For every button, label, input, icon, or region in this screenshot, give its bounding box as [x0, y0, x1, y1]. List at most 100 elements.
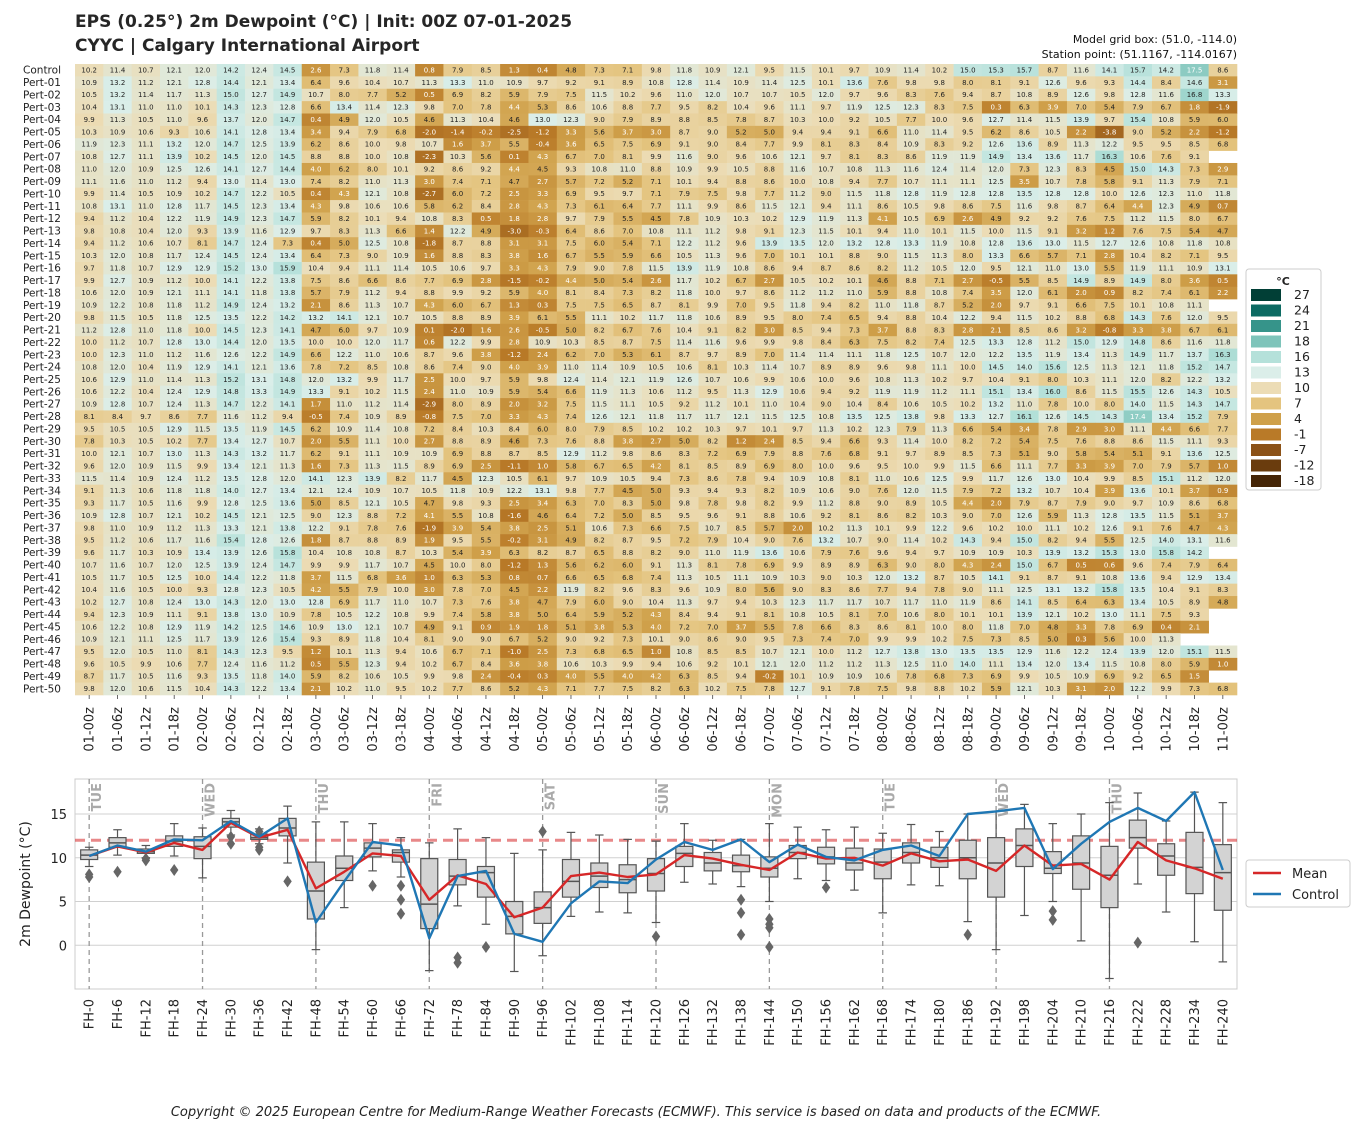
heatmap-cell-label: 10.6 [648, 388, 664, 396]
heatmap-cell-label: 13.0 [1045, 240, 1061, 248]
heatmap-cell [670, 261, 699, 275]
heatmap-cell-label: 13.5 [960, 648, 976, 656]
heatmap-cell [103, 224, 132, 238]
heatmap-row-label: Pert-02 [23, 89, 61, 101]
heatmap-cell-label: 9.1 [1047, 302, 1058, 310]
heatmap-cell-label: 12.8 [988, 190, 1004, 198]
heatmap-cell-label: 1.6 [480, 326, 492, 334]
heatmap-cell-label: 11.9 [903, 388, 919, 396]
heatmap-cell [613, 187, 643, 201]
heatmap-cell [556, 138, 586, 151]
heatmap-cell-label: 0.8 [424, 66, 435, 74]
heatmap-cell-label: 8.7 [1047, 66, 1058, 74]
heatmap-cell-label: 1.6 [537, 252, 549, 260]
heatmap-cell-label: 10.9 [903, 141, 919, 149]
heatmap-cell-label: 5.0 [310, 500, 321, 508]
heatmap-cell-label: 11.7 [110, 673, 126, 681]
heatmap-row-label: Pert-01 [23, 77, 61, 89]
heatmap-cell [500, 175, 529, 189]
box [1185, 831, 1204, 895]
heatmap-col-label: 09-00z [990, 707, 1005, 752]
heatmap-cell-label: 3.8 [622, 438, 633, 446]
heatmap-cell [556, 200, 586, 213]
boxplot-xtick-label: FH-240 [1216, 999, 1231, 1046]
heatmap-cell-label: 12.4 [251, 561, 267, 569]
heatmap-cell [981, 187, 1011, 201]
heatmap-cell-label: 10.8 [733, 264, 749, 272]
heatmap-cell-label: 12.5 [195, 561, 211, 569]
heatmap-cell-label: 7.8 [934, 586, 945, 594]
heatmap-cell-label: 9.6 [622, 586, 634, 594]
heatmap-cell-label: 3.3 [1076, 623, 1087, 631]
heatmap-cell-label: 12.3 [251, 203, 267, 211]
heatmap-cell-label: 11.6 [1215, 537, 1231, 545]
heatmap-cell-label: 9.4 [820, 388, 832, 396]
boxplot-ytick-label: 5 [59, 896, 67, 911]
heatmap-cell-label: 11.7 [110, 549, 126, 557]
heatmap-cell-label: 11.3 [875, 165, 891, 173]
heatmap-cell [641, 187, 671, 201]
heatmap-cell-label: 9.4 [395, 660, 407, 668]
heatmap-cell-label: 15.4 [1130, 116, 1146, 124]
heatmap-cell-label: 8.9 [622, 79, 633, 87]
heatmap-cell-label: 3.0 [650, 128, 661, 136]
heatmap-cell-label: -1.5 [507, 277, 521, 285]
heatmap-cell [1010, 64, 1039, 77]
heatmap-cell [698, 187, 728, 201]
heatmap-cell-label: 8.7 [622, 339, 633, 347]
heatmap-cell-label: 10.0 [790, 178, 806, 186]
heatmap-cell-label: 16.3 [1102, 153, 1118, 161]
heatmap-cell-label: 6.8 [1217, 141, 1228, 149]
heatmap-cell-label: 11.7 [166, 537, 182, 545]
heatmap-cell-label: 9.8 [84, 685, 95, 693]
heatmap-cell-label: 9.8 [735, 190, 746, 198]
heatmap-cell-label: 5.2 [622, 611, 633, 619]
heatmap-cell-label: 9.6 [735, 252, 747, 260]
heatmap-cell-label: 11.3 [705, 252, 721, 260]
heatmap-cell-label: 10.1 [336, 648, 352, 656]
heatmap-cell-label: 10.4 [988, 376, 1004, 384]
heatmap-cell-label: 8.2 [906, 339, 917, 347]
heatmap-cell [1010, 125, 1039, 139]
heatmap-row-label: Pert-13 [23, 226, 61, 238]
heatmap-cell-label: 6.7 [1161, 104, 1172, 112]
heatmap-cell-label: 11.3 [677, 574, 693, 582]
heatmap-cell-label: 9.6 [962, 116, 974, 124]
grid-box-label: Model grid box: (51.0, -114.0) [1072, 33, 1237, 46]
heatmap-cell-label: 13.4 [1017, 388, 1033, 396]
heatmap-cell [726, 175, 756, 189]
heatmap-cell-label: 11.4 [251, 178, 267, 186]
heatmap-cell-label: 10.6 [790, 549, 806, 557]
heatmap-cell-label: 12.3 [336, 512, 352, 520]
heatmap-cell-label: 11.4 [790, 351, 806, 359]
heatmap-cell [1010, 200, 1039, 213]
heatmap-cell-label: 14.0 [960, 660, 976, 668]
heatmap-cell-label: 12.0 [988, 165, 1004, 173]
heatmap-row-label: Pert-45 [23, 621, 61, 633]
heatmap-cell [443, 261, 473, 275]
heatmap-cell-label: 4.8 [1217, 599, 1228, 607]
heatmap-cell [415, 125, 444, 139]
heatmap-cell-label: 10.9 [81, 512, 97, 520]
boxplot-xtick-label: FH-132 [706, 999, 721, 1046]
heatmap-cell-label: 4.4 [962, 500, 974, 508]
heatmap-cell-label: 4.6 [509, 438, 521, 446]
heatmap-cell-label: 7.6 [650, 326, 662, 334]
heatmap-cell-label: 10.5 [138, 648, 154, 656]
heatmap-cell [868, 113, 898, 127]
heatmap-cell-label: 3.1 [537, 240, 548, 248]
heatmap-cell-label: 8.6 [650, 450, 662, 458]
heatmap-cell-label: 11.9 [195, 623, 211, 631]
heatmap-cell-label: 8.5 [537, 450, 548, 458]
heatmap-cell [783, 113, 813, 127]
heatmap-cell [726, 261, 756, 275]
heatmap-cell [415, 237, 444, 250]
heatmap-cell-label: 8.8 [310, 153, 321, 161]
heatmap-cell-label: 11.7 [705, 413, 721, 421]
heatmap-cell-label: 10.8 [336, 549, 352, 557]
heatmap-cell-label: 10.3 [705, 425, 721, 433]
day-marker-label: WED [204, 783, 219, 817]
heatmap-cell-label: 12.0 [1215, 475, 1231, 483]
heatmap-cell-label: 4.3 [339, 190, 350, 198]
